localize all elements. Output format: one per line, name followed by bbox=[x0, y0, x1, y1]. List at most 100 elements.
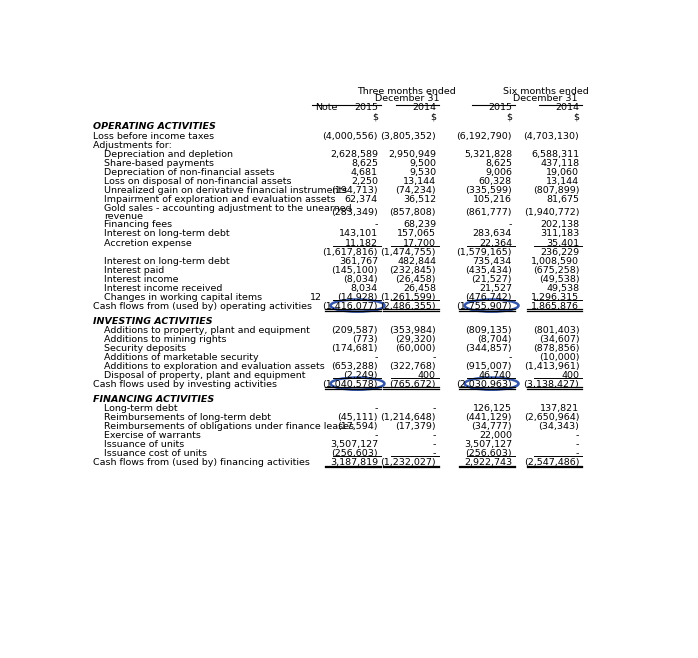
Text: Six months ended: Six months ended bbox=[503, 87, 588, 95]
Text: (2,547,486): (2,547,486) bbox=[524, 459, 579, 467]
Text: -: - bbox=[509, 353, 512, 362]
Text: (34,343): (34,343) bbox=[538, 422, 579, 431]
Text: Unrealized gain on derivative financial instruments: Unrealized gain on derivative financial … bbox=[104, 186, 348, 195]
Text: (807,899): (807,899) bbox=[533, 186, 579, 195]
Text: (435,434): (435,434) bbox=[465, 266, 512, 275]
Text: 81,675: 81,675 bbox=[547, 195, 579, 204]
Text: $: $ bbox=[573, 113, 579, 122]
Text: (2,486,355): (2,486,355) bbox=[380, 302, 436, 311]
Text: 361,767: 361,767 bbox=[339, 257, 378, 266]
Text: (45,111): (45,111) bbox=[337, 413, 378, 422]
Text: (34,607): (34,607) bbox=[539, 335, 579, 344]
Text: Additions to property, plant and equipment: Additions to property, plant and equipme… bbox=[104, 326, 310, 335]
Text: (878,856): (878,856) bbox=[533, 344, 579, 353]
Text: 8,625: 8,625 bbox=[351, 159, 378, 168]
Text: OPERATING ACTIVITIES: OPERATING ACTIVITIES bbox=[94, 122, 216, 132]
Text: Interest on long-term debt: Interest on long-term debt bbox=[104, 257, 230, 266]
Text: (335,599): (335,599) bbox=[465, 186, 512, 195]
Text: Depreciation and depletion: Depreciation and depletion bbox=[104, 150, 233, 159]
Text: Interest paid: Interest paid bbox=[104, 266, 165, 275]
Text: (353,984): (353,984) bbox=[389, 326, 436, 335]
Text: 482,844: 482,844 bbox=[397, 257, 436, 266]
Text: Interest on long-term debt: Interest on long-term debt bbox=[104, 230, 230, 238]
Text: (1,416,077): (1,416,077) bbox=[322, 302, 378, 311]
Text: 2015: 2015 bbox=[488, 103, 512, 112]
Text: Issuance cost of units: Issuance cost of units bbox=[104, 449, 207, 458]
Text: 17,700: 17,700 bbox=[403, 239, 436, 247]
Text: (26,458): (26,458) bbox=[396, 275, 436, 284]
Text: 3,507,127: 3,507,127 bbox=[329, 440, 378, 449]
Text: Disposal of property, plant and equipment: Disposal of property, plant and equipmen… bbox=[104, 371, 306, 380]
Text: 26,458: 26,458 bbox=[403, 284, 436, 293]
Text: (861,777): (861,777) bbox=[466, 208, 512, 216]
Text: 157,065: 157,065 bbox=[397, 230, 436, 238]
Text: (17,594): (17,594) bbox=[337, 422, 378, 431]
Text: -: - bbox=[576, 449, 579, 458]
Text: (765,672): (765,672) bbox=[389, 380, 436, 390]
Text: 1,865,876: 1,865,876 bbox=[531, 302, 579, 311]
Text: -: - bbox=[375, 404, 378, 413]
Text: Accretion expense: Accretion expense bbox=[104, 239, 192, 247]
Text: (857,808): (857,808) bbox=[389, 208, 436, 216]
Text: 2015: 2015 bbox=[354, 103, 378, 112]
Text: Security deposits: Security deposits bbox=[104, 344, 186, 353]
Text: $: $ bbox=[430, 113, 436, 122]
Text: (2,249): (2,249) bbox=[343, 371, 378, 380]
Text: 1,008,590: 1,008,590 bbox=[531, 257, 579, 266]
Text: 2,250: 2,250 bbox=[351, 177, 378, 186]
Text: 46,740: 46,740 bbox=[479, 371, 512, 380]
Text: (3,138,427): (3,138,427) bbox=[524, 380, 579, 390]
Text: (232,845): (232,845) bbox=[389, 266, 436, 275]
Text: 735,434: 735,434 bbox=[473, 257, 512, 266]
Text: 22,000: 22,000 bbox=[479, 431, 512, 440]
Text: 62,374: 62,374 bbox=[345, 195, 378, 204]
Text: 8,625: 8,625 bbox=[485, 159, 512, 168]
Text: 9,500: 9,500 bbox=[409, 159, 436, 168]
Text: (34,777): (34,777) bbox=[471, 422, 512, 431]
Text: (1,474,755): (1,474,755) bbox=[380, 247, 436, 257]
Text: (6,192,790): (6,192,790) bbox=[456, 132, 512, 141]
Text: 19,060: 19,060 bbox=[547, 168, 579, 177]
Text: 3,507,127: 3,507,127 bbox=[464, 440, 512, 449]
Text: (801,403): (801,403) bbox=[533, 326, 579, 335]
Text: 60,328: 60,328 bbox=[479, 177, 512, 186]
Text: 49,538: 49,538 bbox=[547, 284, 579, 293]
Text: (174,681): (174,681) bbox=[332, 344, 378, 353]
Text: 12: 12 bbox=[310, 293, 322, 302]
Text: 283,634: 283,634 bbox=[473, 230, 512, 238]
Text: 13,144: 13,144 bbox=[547, 177, 579, 186]
Text: 143,101: 143,101 bbox=[339, 230, 378, 238]
Text: 11,182: 11,182 bbox=[345, 239, 378, 247]
Text: (675,258): (675,258) bbox=[533, 266, 579, 275]
Text: (256,603): (256,603) bbox=[466, 449, 512, 458]
Text: -: - bbox=[433, 404, 436, 413]
Text: 202,138: 202,138 bbox=[540, 220, 579, 230]
Text: Note: Note bbox=[315, 103, 337, 112]
Text: (773): (773) bbox=[352, 335, 378, 344]
Text: (74,234): (74,234) bbox=[395, 186, 436, 195]
Text: (476,742): (476,742) bbox=[466, 293, 512, 302]
Text: (1,232,027): (1,232,027) bbox=[380, 459, 436, 467]
Text: 9,006: 9,006 bbox=[485, 168, 512, 177]
Text: (10,000): (10,000) bbox=[539, 353, 579, 362]
Text: Cash flows used by investing activities: Cash flows used by investing activities bbox=[94, 380, 277, 390]
Text: December 31: December 31 bbox=[375, 94, 439, 103]
Text: (17,379): (17,379) bbox=[395, 422, 436, 431]
Text: 311,183: 311,183 bbox=[540, 230, 579, 238]
Text: Interest income received: Interest income received bbox=[104, 284, 223, 293]
Text: -: - bbox=[433, 449, 436, 458]
Text: 22,364: 22,364 bbox=[479, 239, 512, 247]
Text: revenue: revenue bbox=[104, 212, 143, 221]
Text: Reimbursements of long-term debt: Reimbursements of long-term debt bbox=[104, 413, 272, 422]
Text: 137,821: 137,821 bbox=[540, 404, 579, 413]
Text: Share-based payments: Share-based payments bbox=[104, 159, 214, 168]
Text: Interest income: Interest income bbox=[104, 275, 179, 284]
Text: Reimbursements of obligations under finance leases: Reimbursements of obligations under fina… bbox=[104, 422, 355, 431]
Text: Changes in working capital items: Changes in working capital items bbox=[104, 293, 262, 302]
Text: (1,579,165): (1,579,165) bbox=[456, 247, 512, 257]
Text: Cash flows from (used by) financing activities: Cash flows from (used by) financing acti… bbox=[94, 459, 311, 467]
Text: (4,703,130): (4,703,130) bbox=[524, 132, 579, 141]
Text: Cash flows from (used by) operating activities: Cash flows from (used by) operating acti… bbox=[94, 302, 313, 311]
Text: $: $ bbox=[372, 113, 378, 122]
Text: (29,320): (29,320) bbox=[395, 335, 436, 344]
